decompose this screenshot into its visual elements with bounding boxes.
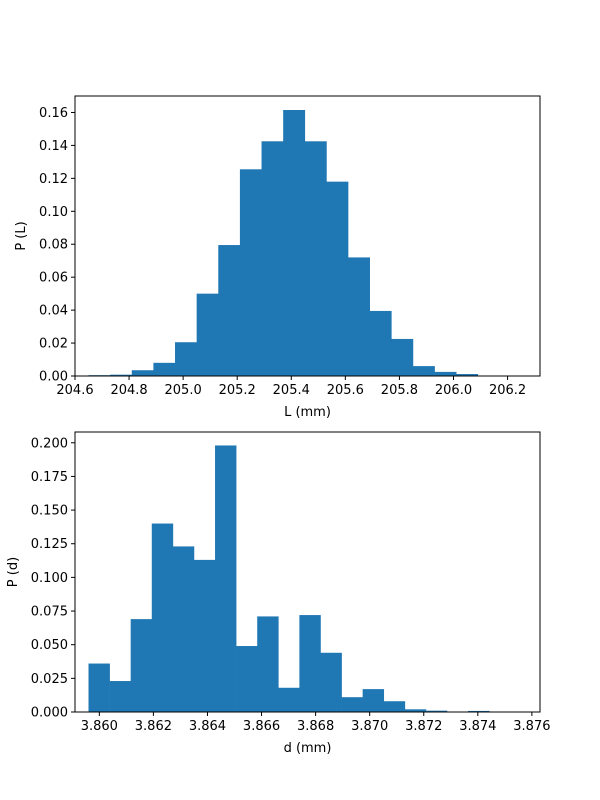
length-bar bbox=[261, 141, 284, 376]
diameter-y-ticks: 0.000 0.025 0.050 0.075 0.100 0.125 0.150 0.175… bbox=[31, 436, 75, 721]
length-bar bbox=[175, 342, 197, 376]
length-y-tick-label: 0.12 bbox=[39, 172, 68, 187]
diameter-bar bbox=[320, 652, 342, 712]
diameter-bar bbox=[236, 646, 258, 712]
length-y-tick-label: 0.04 bbox=[39, 304, 68, 319]
length-bar bbox=[369, 310, 392, 376]
diameter-bar bbox=[468, 710, 490, 712]
length-bar bbox=[456, 374, 479, 376]
diameter-y-tick-label: 0.000 bbox=[31, 706, 68, 721]
diameter-x-tick-label: 3.860 bbox=[81, 719, 118, 734]
length-bar bbox=[239, 169, 262, 376]
diameter-bar bbox=[362, 689, 385, 712]
diameter-y-tick-label: 0.075 bbox=[31, 605, 68, 620]
diameter-bars bbox=[88, 445, 511, 712]
length-y-axis-label: P (L) bbox=[14, 221, 29, 250]
diameter-bar bbox=[278, 687, 300, 712]
length-x-axis-label: L (mm) bbox=[284, 405, 331, 420]
diameter-x-tick-label: 3.866 bbox=[243, 719, 280, 734]
length-y-tick-label: 0.06 bbox=[39, 271, 68, 286]
length-y-tick-label: 0.10 bbox=[39, 205, 68, 220]
length-x-tick-label: 205.2 bbox=[219, 383, 256, 398]
length-bar bbox=[412, 366, 435, 376]
diameter-bar bbox=[425, 710, 448, 712]
length-y-tick-label: 0.00 bbox=[39, 370, 68, 385]
diameter-x-ticks: 3.860 3.862 3.864 3.866 3.868 3.870 3.872 3.874… bbox=[81, 712, 550, 734]
diameter-bar bbox=[172, 546, 195, 712]
diameter-x-tick-label: 3.862 bbox=[135, 719, 172, 734]
diameter-bar bbox=[130, 619, 153, 712]
length-x-tick-label: 206.0 bbox=[435, 383, 472, 398]
length-x-tick-label: 204.6 bbox=[56, 383, 93, 398]
length-bar bbox=[304, 141, 327, 376]
diameter-bar bbox=[109, 681, 131, 712]
length-plot-frame bbox=[74, 95, 541, 377]
length-bar bbox=[218, 245, 241, 376]
diameter-bar bbox=[257, 616, 279, 712]
length-bar bbox=[283, 110, 306, 376]
diameter-x-axis-label: d (mm) bbox=[284, 741, 332, 756]
diameter-x-tick-label: 3.870 bbox=[351, 719, 388, 734]
diameter-plot-frame bbox=[74, 431, 541, 713]
length-x-tick-label: 204.8 bbox=[110, 383, 147, 398]
length-bar bbox=[196, 293, 219, 376]
diameter-y-tick-label: 0.025 bbox=[31, 672, 68, 687]
length-x-tick-label: 205.0 bbox=[165, 383, 202, 398]
diameter-y-tick-label: 0.175 bbox=[31, 470, 68, 485]
diameter-y-axis-label: P (d) bbox=[6, 557, 21, 587]
diameter-y-tick-label: 0.125 bbox=[31, 537, 68, 552]
diameter-bar bbox=[299, 615, 321, 712]
length-bar bbox=[348, 257, 370, 376]
diameter-bar bbox=[88, 663, 110, 712]
length-x-tick-label: 205.8 bbox=[381, 383, 418, 398]
length-x-ticks: 204.6 204.8 205.0 205.2 205.4 205.6 205.8 206.0… bbox=[56, 376, 526, 398]
diameter-x-tick-label: 3.872 bbox=[405, 719, 442, 734]
diameter-y-tick-label: 0.100 bbox=[31, 571, 68, 586]
length-x-tick-label: 205.4 bbox=[273, 383, 310, 398]
diameter-bar bbox=[383, 701, 406, 712]
length-bar bbox=[131, 370, 154, 376]
length-y-tick-label: 0.02 bbox=[39, 337, 68, 352]
diameter-bar bbox=[193, 559, 216, 712]
length-histogram: 204.6 204.8 205.0 205.2 205.4 205.6 205.8 206.0… bbox=[14, 95, 541, 420]
diameter-y-tick-label: 0.200 bbox=[31, 436, 68, 451]
diameter-y-tick-label: 0.150 bbox=[31, 504, 68, 519]
diameter-x-tick-label: 3.874 bbox=[459, 719, 496, 734]
length-bar bbox=[110, 374, 133, 376]
length-y-tick-label: 0.14 bbox=[39, 139, 68, 154]
length-y-tick-label: 0.16 bbox=[39, 106, 68, 121]
length-x-tick-label: 205.6 bbox=[327, 383, 364, 398]
length-x-tick-label: 206.2 bbox=[489, 383, 526, 398]
length-bar bbox=[153, 362, 176, 376]
diameter-x-tick-label: 3.876 bbox=[513, 719, 550, 734]
length-bar bbox=[434, 371, 457, 376]
diameter-y-tick-label: 0.050 bbox=[31, 638, 68, 653]
length-bars bbox=[88, 110, 522, 376]
length-y-tick-label: 0.08 bbox=[39, 238, 68, 253]
diameter-bar bbox=[215, 445, 237, 712]
length-y-ticks: 0.00 0.02 0.04 0.06 0.08 0.10 0.12 0.14 0.16 bbox=[39, 106, 75, 385]
diameter-x-tick-label: 3.864 bbox=[189, 719, 226, 734]
diameter-bar bbox=[404, 709, 427, 712]
diameter-histogram: 3.860 3.862 3.864 3.866 3.868 3.870 3.872 3.874… bbox=[6, 431, 550, 756]
diameter-bar bbox=[341, 697, 363, 712]
length-bar bbox=[326, 181, 349, 376]
diameter-x-tick-label: 3.868 bbox=[297, 719, 334, 734]
length-bar bbox=[391, 338, 414, 376]
diameter-bar bbox=[151, 523, 174, 712]
